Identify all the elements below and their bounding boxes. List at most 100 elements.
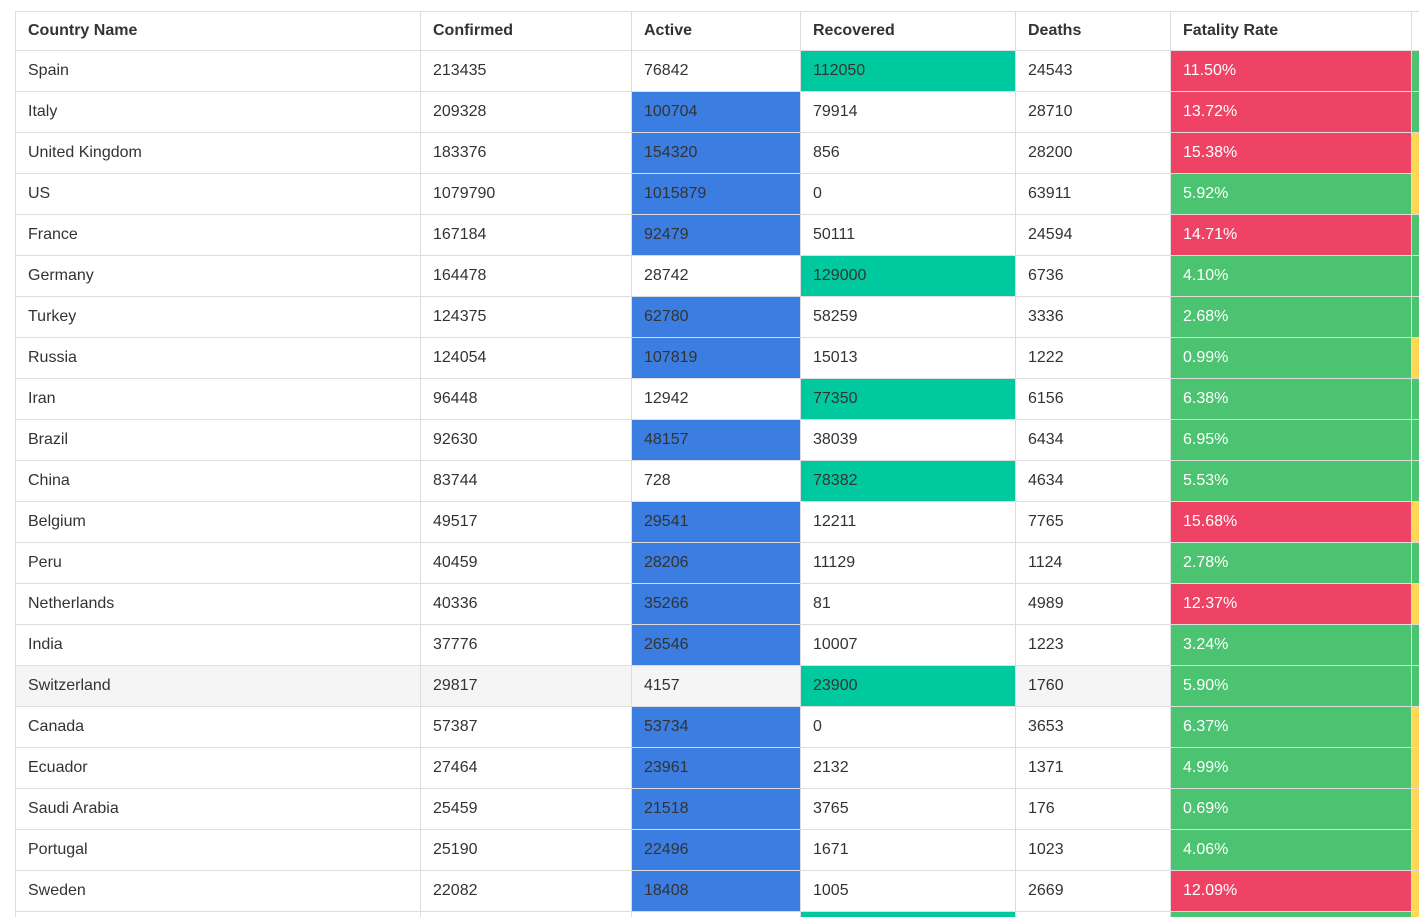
cell-recovered: 0 bbox=[800, 706, 1016, 748]
cell-confirmed: 183376 bbox=[420, 132, 632, 174]
cell-active: 76842 bbox=[631, 50, 801, 92]
column-header-recovered[interactable]: Recovered bbox=[800, 11, 1016, 51]
cell-deaths: 1223 bbox=[1015, 624, 1171, 666]
table-viewport: Country Name Confirmed Active Recovered … bbox=[15, 11, 1419, 917]
column-header-active[interactable]: Active bbox=[631, 11, 801, 51]
cell-recovered: 15013 bbox=[800, 337, 1016, 379]
cell-cutoff-indicator bbox=[1411, 911, 1419, 917]
cell-active: 29541 bbox=[631, 501, 801, 543]
cell-recovered: 129000 bbox=[800, 255, 1016, 297]
table-row[interactable]: Germany 164478 28742 129000 6736 4.10% bbox=[15, 255, 1419, 297]
table-row[interactable]: Switzerland 29817 4157 23900 1760 5.90% bbox=[15, 665, 1419, 707]
cell-country-name: Turkey bbox=[15, 296, 421, 338]
column-header-confirmed[interactable]: Confirmed bbox=[420, 11, 632, 51]
cell-recovered: 58259 bbox=[800, 296, 1016, 338]
cell-fatality-rate: 4.06% bbox=[1170, 829, 1412, 871]
table-row[interactable]: US 1079790 1015879 0 63911 5.92% bbox=[15, 173, 1419, 215]
cell-fatality-rate: 2.78% bbox=[1170, 542, 1412, 584]
cell-active: 154320 bbox=[631, 132, 801, 174]
table-row[interactable]: Peru 40459 28206 11129 1124 2.78% bbox=[15, 542, 1419, 584]
table-row[interactable]: Italy 209328 100704 79914 28710 13.72% bbox=[15, 91, 1419, 133]
cell-confirmed: 40336 bbox=[420, 583, 632, 625]
cell-fatality-rate: 4.10% bbox=[1170, 255, 1412, 297]
cell-deaths: 24543 bbox=[1015, 50, 1171, 92]
cell-fatality-rate: 5.90% bbox=[1170, 665, 1412, 707]
column-header-fatality-rate[interactable]: Fatality Rate bbox=[1170, 11, 1412, 51]
table-row[interactable]: Turkey 124375 62780 58259 3336 2.68% bbox=[15, 296, 1419, 338]
cell-confirmed: 164478 bbox=[420, 255, 632, 297]
cell-country-name bbox=[15, 911, 421, 917]
cell-recovered: 50111 bbox=[800, 214, 1016, 256]
cell-deaths: 6736 bbox=[1015, 255, 1171, 297]
cell-confirmed: 49517 bbox=[420, 501, 632, 543]
cell-active: 1015879 bbox=[631, 173, 801, 215]
cell-active: 35266 bbox=[631, 583, 801, 625]
cell-cutoff-indicator bbox=[1411, 378, 1419, 420]
cell-active: 28742 bbox=[631, 255, 801, 297]
cell-deaths: 1222 bbox=[1015, 337, 1171, 379]
cell-confirmed: 213435 bbox=[420, 50, 632, 92]
cell-recovered: 112050 bbox=[800, 50, 1016, 92]
table-row[interactable]: China 83744 728 78382 4634 5.53% bbox=[15, 460, 1419, 502]
table-row[interactable]: Belgium 49517 29541 12211 7765 15.68% bbox=[15, 501, 1419, 543]
cell-cutoff-indicator bbox=[1411, 542, 1419, 584]
table-row[interactable]: India 37776 26546 10007 1223 3.24% bbox=[15, 624, 1419, 666]
table-row[interactable]: France 167184 92479 50111 24594 14.71% bbox=[15, 214, 1419, 256]
table-row[interactable]: Netherlands 40336 35266 81 4989 12.37% bbox=[15, 583, 1419, 625]
cell-active: 12942 bbox=[631, 378, 801, 420]
cell-cutoff-indicator bbox=[1411, 706, 1419, 748]
cell-cutoff-indicator bbox=[1411, 460, 1419, 502]
cell-deaths: 3336 bbox=[1015, 296, 1171, 338]
column-header-country-name[interactable]: Country Name bbox=[15, 11, 421, 51]
cell-recovered: 23900 bbox=[800, 665, 1016, 707]
cell-fatality-rate: 0.99% bbox=[1170, 337, 1412, 379]
cell-recovered: 77350 bbox=[800, 378, 1016, 420]
table-row[interactable]: Portugal 25190 22496 1671 1023 4.06% bbox=[15, 829, 1419, 871]
cell-active: 23961 bbox=[631, 747, 801, 789]
table-row[interactable]: Sweden 22082 18408 1005 2669 12.09% bbox=[15, 870, 1419, 912]
table-row[interactable]: Canada 57387 53734 0 3653 6.37% bbox=[15, 706, 1419, 748]
cell-fatality-rate bbox=[1170, 911, 1412, 917]
cell-confirmed: 96448 bbox=[420, 378, 632, 420]
cell-deaths: 1023 bbox=[1015, 829, 1171, 871]
cell-confirmed: 83744 bbox=[420, 460, 632, 502]
cell-country-name: Italy bbox=[15, 91, 421, 133]
cell-fatality-rate: 14.71% bbox=[1170, 214, 1412, 256]
cell-deaths: 6434 bbox=[1015, 419, 1171, 461]
covid-country-table: Country Name Confirmed Active Recovered … bbox=[15, 11, 1419, 917]
table-row[interactable]: Russia 124054 107819 15013 1222 0.99% bbox=[15, 337, 1419, 379]
cell-country-name: Portugal bbox=[15, 829, 421, 871]
cell-deaths bbox=[1015, 911, 1171, 917]
table-row[interactable]: United Kingdom 183376 154320 856 28200 15.38% bbox=[15, 132, 1419, 174]
cell-recovered: 0 bbox=[800, 173, 1016, 215]
cell-active: 28206 bbox=[631, 542, 801, 584]
column-header-deaths[interactable]: Deaths bbox=[1015, 11, 1171, 51]
cell-confirmed: 25459 bbox=[420, 788, 632, 830]
cell-country-name: US bbox=[15, 173, 421, 215]
cell-country-name: Ecuador bbox=[15, 747, 421, 789]
table-row[interactable]: Ecuador 27464 23961 2132 1371 4.99% bbox=[15, 747, 1419, 789]
cell-deaths: 1760 bbox=[1015, 665, 1171, 707]
cell-cutoff-indicator bbox=[1411, 50, 1419, 92]
cell-confirmed: 40459 bbox=[420, 542, 632, 584]
table-row[interactable]: Brazil 92630 48157 38039 6434 6.95% bbox=[15, 419, 1419, 461]
cell-confirmed bbox=[420, 911, 632, 917]
cell-confirmed: 27464 bbox=[420, 747, 632, 789]
cell-active: 728 bbox=[631, 460, 801, 502]
cell-recovered bbox=[800, 911, 1016, 917]
table-row[interactable]: Spain 213435 76842 112050 24543 11.50% bbox=[15, 50, 1419, 92]
table-row[interactable]: Saudi Arabia 25459 21518 3765 176 0.69% bbox=[15, 788, 1419, 830]
cell-confirmed: 124375 bbox=[420, 296, 632, 338]
cell-country-name: France bbox=[15, 214, 421, 256]
cell-cutoff-indicator bbox=[1411, 419, 1419, 461]
cell-recovered: 12211 bbox=[800, 501, 1016, 543]
cell-country-name: India bbox=[15, 624, 421, 666]
table-row[interactable]: Iran 96448 12942 77350 6156 6.38% bbox=[15, 378, 1419, 420]
cell-country-name: Switzerland bbox=[15, 665, 421, 707]
cell-active: 26546 bbox=[631, 624, 801, 666]
cell-fatality-rate: 13.72% bbox=[1170, 91, 1412, 133]
table-row-partial[interactable] bbox=[15, 911, 1419, 917]
cell-active: 92479 bbox=[631, 214, 801, 256]
cell-confirmed: 57387 bbox=[420, 706, 632, 748]
cell-cutoff-indicator bbox=[1411, 255, 1419, 297]
